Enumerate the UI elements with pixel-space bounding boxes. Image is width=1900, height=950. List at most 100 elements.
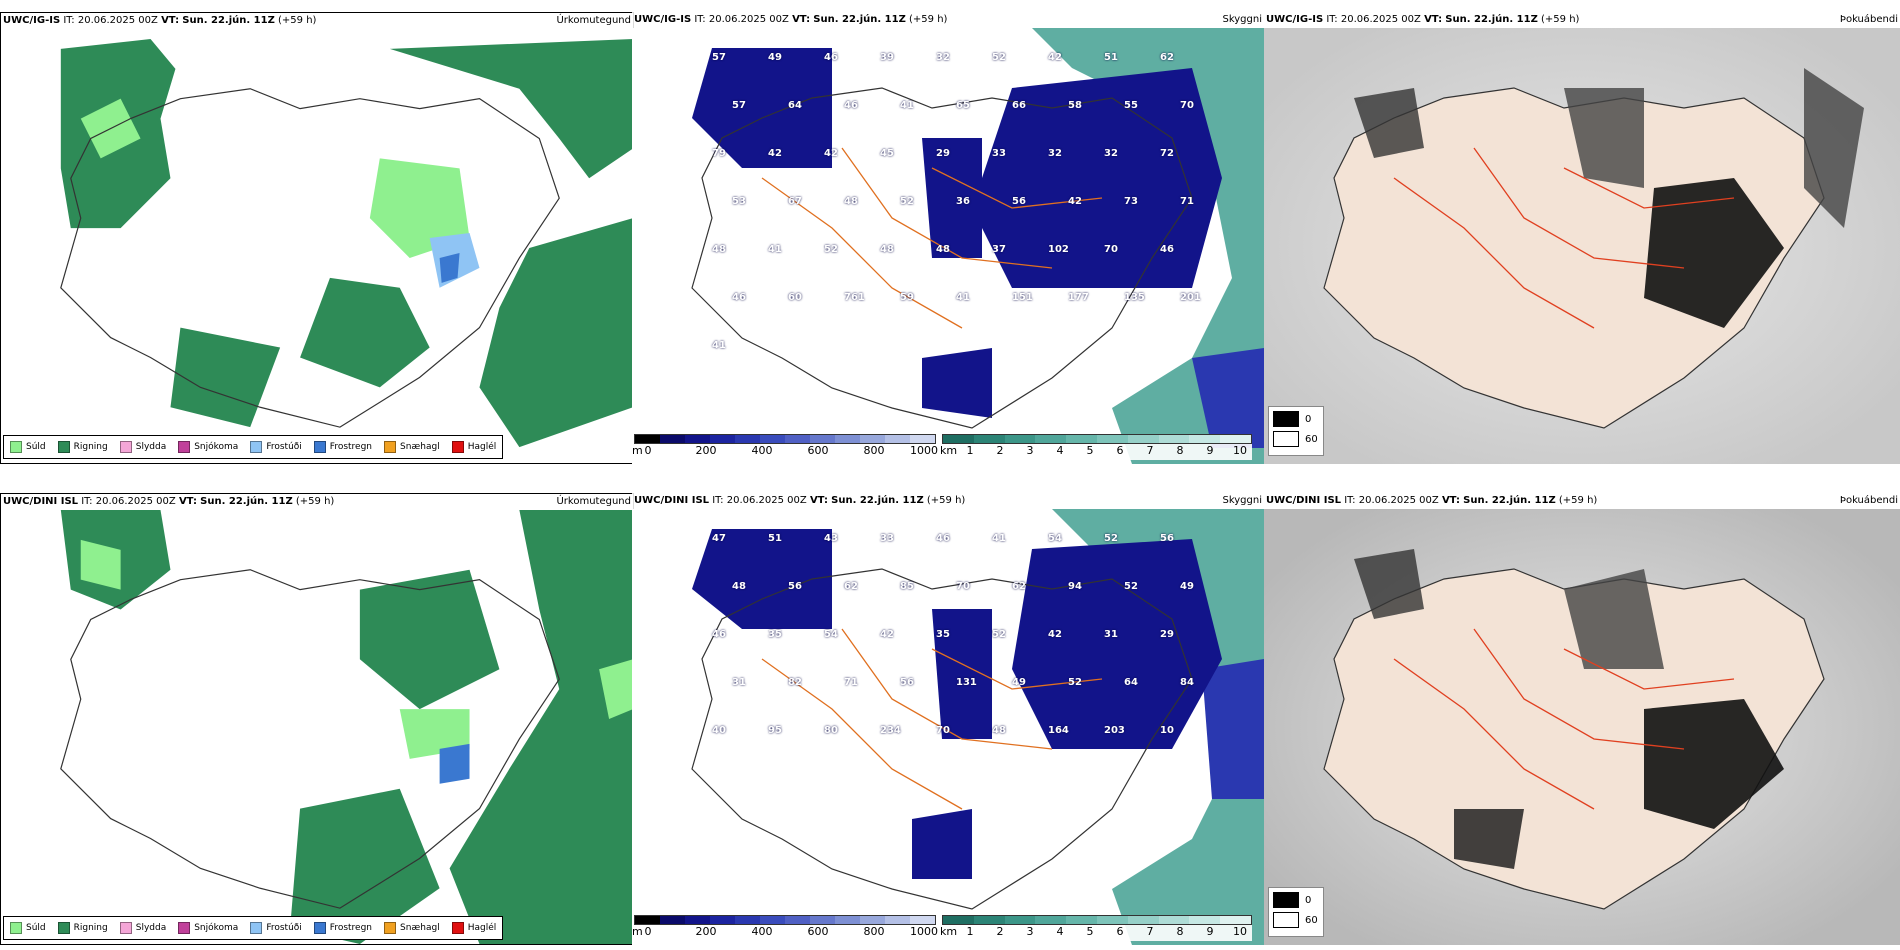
colorbar-ticks: 1 2 3 4 5 6 7 8 9 10 (966, 444, 1248, 457)
fog-map[interactable] (1264, 28, 1900, 464)
fog-area (1644, 178, 1784, 328)
legend-item: Snjókoma (178, 922, 238, 934)
precip-map[interactable] (1, 29, 633, 463)
cloud-value-label: 71 (844, 677, 858, 688)
cloud-value-label: 47 (712, 533, 726, 544)
valid-label: VT: (178, 496, 197, 507)
cloud-value-label: 40 (712, 725, 726, 736)
legend-swatch (384, 922, 397, 934)
cloud-value-label: 56 (1012, 196, 1026, 207)
panel-header: UWC/DINI ISL IT: 20.06.2025 00Z VT: Sun.… (632, 493, 966, 509)
cloud-value-label: 10 (1160, 725, 1174, 736)
cloud-value-label: 761 (844, 292, 865, 303)
cloud-value-label: 45 (880, 148, 894, 159)
valid-time: Sun. 22.jún. 11Z (1445, 14, 1538, 25)
cloud-value-label: 36 (956, 196, 970, 207)
model-name: UWC/IG-IS (3, 15, 61, 26)
cloud-value-label: 59 (900, 292, 914, 303)
cloud-map-svg (632, 28, 1264, 464)
rain-area (170, 327, 281, 428)
cloud-map[interactable] (632, 509, 1264, 945)
cloud-value-label: 41 (900, 100, 914, 111)
cloud-value-label: 52 (900, 196, 914, 207)
cloud-value-label: 151 (1012, 292, 1033, 303)
fog-area (1564, 88, 1644, 188)
cloud-value-label: 66 (1012, 100, 1026, 111)
fog-map[interactable] (1264, 509, 1900, 945)
init-time: IT: 20.06.2025 00Z (1344, 495, 1439, 506)
legend-swatch (313, 441, 326, 453)
legend-swatch (1273, 912, 1299, 928)
cloud-value-label: 234 (880, 725, 901, 736)
colorbar-km (942, 915, 1252, 925)
cloud-value-label: 41 (992, 533, 1006, 544)
rain-area (479, 218, 633, 448)
cloud-value-label: 82 (788, 677, 802, 688)
panel-title: Úrkomutegund (556, 15, 631, 26)
cloud-value-label: 52 (824, 244, 838, 255)
lead-time: (+59 h) (278, 15, 317, 26)
cloud-value-label: 51 (1104, 52, 1118, 63)
lead-time: (+59 h) (295, 496, 335, 507)
colorbar-unit: m (632, 444, 643, 457)
cloud-value-label: 70 (1180, 100, 1194, 111)
cloud-value-label: 56 (1160, 533, 1174, 544)
cloud-value-label: 54 (1048, 533, 1062, 544)
cloud-value-label: 164 (1048, 725, 1069, 736)
colorbar-ticks: 0 200 400 600 800 1000 (644, 925, 939, 938)
lead-time: (+59 h) (926, 495, 966, 506)
cloud-value-label: 70 (956, 581, 970, 592)
precip-map[interactable] (1, 510, 633, 944)
cloud-map[interactable] (632, 28, 1264, 464)
fog-area (1564, 569, 1664, 669)
colorbar-ticks: 1 2 3 4 5 6 7 8 9 10 (966, 925, 1248, 938)
legend-swatch (119, 922, 132, 934)
precip-map-svg (1, 510, 633, 944)
cloud-value-label: 64 (1124, 677, 1138, 688)
precip-legend: Súld Rigning Slydda Snjókoma Frostúði Fr… (3, 435, 504, 459)
cloud-panel-bottom: UWC/DINI ISL IT: 20.06.2025 00Z VT: Sun.… (632, 493, 1264, 945)
cloud-value-label: 71 (1180, 196, 1194, 207)
precip-panel-bottom: UWC/DINI ISL IT: 20.06.2025 00Z VT: Sun.… (0, 493, 634, 945)
colorbar-km (942, 434, 1252, 444)
precip-panel-top: UWC/IG-IS IT: 20.06.2025 00Z VT: Sun. 22… (0, 12, 634, 464)
fog-area (1354, 549, 1424, 619)
valid-time: Sun. 22.jún. 11Z (831, 495, 924, 506)
legend-item: Frostúði (250, 922, 302, 934)
model-name: UWC/DINI ISL (634, 495, 710, 506)
colorbar-unit: m (632, 925, 643, 938)
colorbar-m (634, 915, 936, 925)
cloud-value-label: 48 (844, 196, 858, 207)
cloud-value-label: 52 (1068, 677, 1082, 688)
drizzle-area (399, 709, 470, 759)
fog-map-svg (1264, 509, 1900, 945)
fog-area (1454, 809, 1524, 869)
iceland-outline (691, 87, 1193, 429)
cloud-value-label: 41 (712, 340, 726, 351)
init-time: IT: 20.06.2025 00Z (81, 496, 176, 507)
cloud-value-label: 57 (712, 52, 726, 63)
cloud-value-label: 46 (1160, 244, 1174, 255)
cloud-base-area (1012, 539, 1222, 749)
cloud-value-label: 203 (1104, 725, 1125, 736)
cloud-value-label: 70 (936, 725, 950, 736)
legend-swatch (313, 922, 326, 934)
cloud-base-colorbar: m 0 200 400 600 800 1000 (632, 915, 939, 941)
cloud-value-label: 48 (992, 725, 1006, 736)
model-name: UWC/IG-IS (634, 14, 692, 25)
precip-legend: Súld Rigning Slydda Snjókoma Frostúði Fr… (3, 916, 504, 940)
cloud-value-label: 49 (1180, 581, 1194, 592)
rain-area (300, 277, 430, 388)
rain-area (389, 38, 633, 179)
cloud-map-svg (632, 509, 1264, 945)
cloud-value-label: 55 (1124, 100, 1138, 111)
cloud-value-label: 46 (844, 100, 858, 111)
cloud-value-label: 94 (1068, 581, 1082, 592)
cloud-base-area (1192, 348, 1264, 448)
legend-item: Frostúði (250, 441, 302, 453)
cloud-value-label: 35 (936, 629, 950, 640)
cloud-base-area (912, 809, 972, 879)
fog-map-svg (1264, 28, 1900, 464)
cloud-value-label: 65 (956, 100, 970, 111)
fog-legend-item: 60 (1269, 908, 1323, 928)
